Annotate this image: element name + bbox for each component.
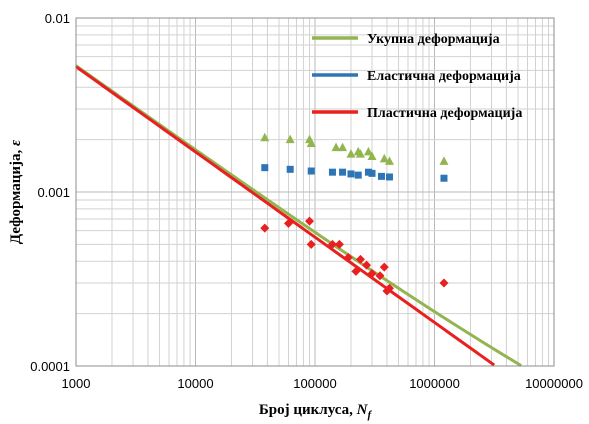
legend-label-2: Еластична деформација	[367, 69, 521, 84]
series-2-point	[328, 168, 336, 176]
series-lines	[75, 64, 522, 367]
series-3-point	[375, 271, 385, 281]
series-2-point	[347, 170, 355, 178]
legend-label-1: Укупна деформација	[367, 32, 500, 47]
series-2-point	[354, 171, 362, 179]
series-2-point	[364, 168, 372, 176]
series-3-point	[439, 278, 449, 288]
x-axis-title: Број циклуса, Nf	[259, 402, 373, 421]
y-tick-label: 0.001	[37, 185, 70, 200]
x-axis-title-var: N	[356, 402, 369, 418]
series-1-point	[260, 132, 270, 142]
series-3-point	[306, 239, 316, 249]
legend-label-3: Пластична деформација	[367, 106, 522, 121]
x-axis-title-sub: f	[367, 409, 372, 421]
series-1-point	[338, 142, 348, 152]
series-line-3	[75, 65, 496, 367]
series-2-point	[377, 172, 385, 180]
plot-frame	[75, 17, 555, 367]
series-1-point	[355, 149, 365, 158]
grid-layer	[75, 18, 554, 367]
series-2-point	[368, 169, 376, 177]
x-tick-label: 10000000	[525, 376, 583, 391]
series-1-point	[331, 142, 341, 152]
series-3-point	[367, 269, 377, 279]
x-tick-label: 1000000	[409, 376, 460, 391]
series-3-point	[260, 223, 270, 233]
series-3-point	[355, 254, 365, 264]
series-1-point	[439, 156, 449, 165]
series-markers	[260, 132, 449, 296]
series-1-point	[363, 146, 373, 156]
y-tick-label: 0.0001	[30, 359, 70, 374]
series-2-point	[440, 174, 448, 182]
y-axis-title-main: Деформација,	[8, 146, 24, 244]
series-3-point	[305, 216, 315, 226]
plot-border	[75, 17, 555, 367]
series-1-point	[285, 134, 295, 144]
legend: Укупна деформација Еластична деформација П…	[312, 32, 522, 121]
series-2-point	[339, 168, 347, 176]
series-1-point	[384, 156, 394, 165]
series-3-point	[327, 239, 337, 249]
series-3-point	[379, 262, 389, 272]
series-2-point	[261, 164, 269, 172]
y-axis-title-var: ε	[8, 139, 24, 146]
x-axis-title-main: Број циклуса,	[259, 402, 357, 418]
series-3-point	[384, 283, 394, 293]
series-1-point	[379, 153, 389, 163]
series-1-point	[306, 138, 316, 147]
series-1-point	[367, 151, 377, 160]
series-2-point	[307, 167, 315, 175]
series-3-point	[343, 253, 353, 263]
x-tick-label: 10000	[177, 376, 213, 391]
series-3-point	[334, 239, 344, 249]
x-tick-label: 1000	[62, 376, 91, 391]
series-3-point	[283, 218, 293, 228]
y-axis-title: Деформација, ε	[8, 139, 24, 244]
series-1-point	[346, 149, 356, 158]
x-tick-label: 100000	[293, 376, 336, 391]
series-3-point	[362, 260, 372, 270]
series-3-point	[351, 266, 361, 276]
tick-labels: 1000 10000 100000 1000000 10000000 0.0001 0.00…	[30, 11, 583, 391]
series-2-point	[286, 165, 294, 173]
series-2-point	[385, 173, 393, 181]
y-tick-label: 0.01	[45, 11, 70, 26]
